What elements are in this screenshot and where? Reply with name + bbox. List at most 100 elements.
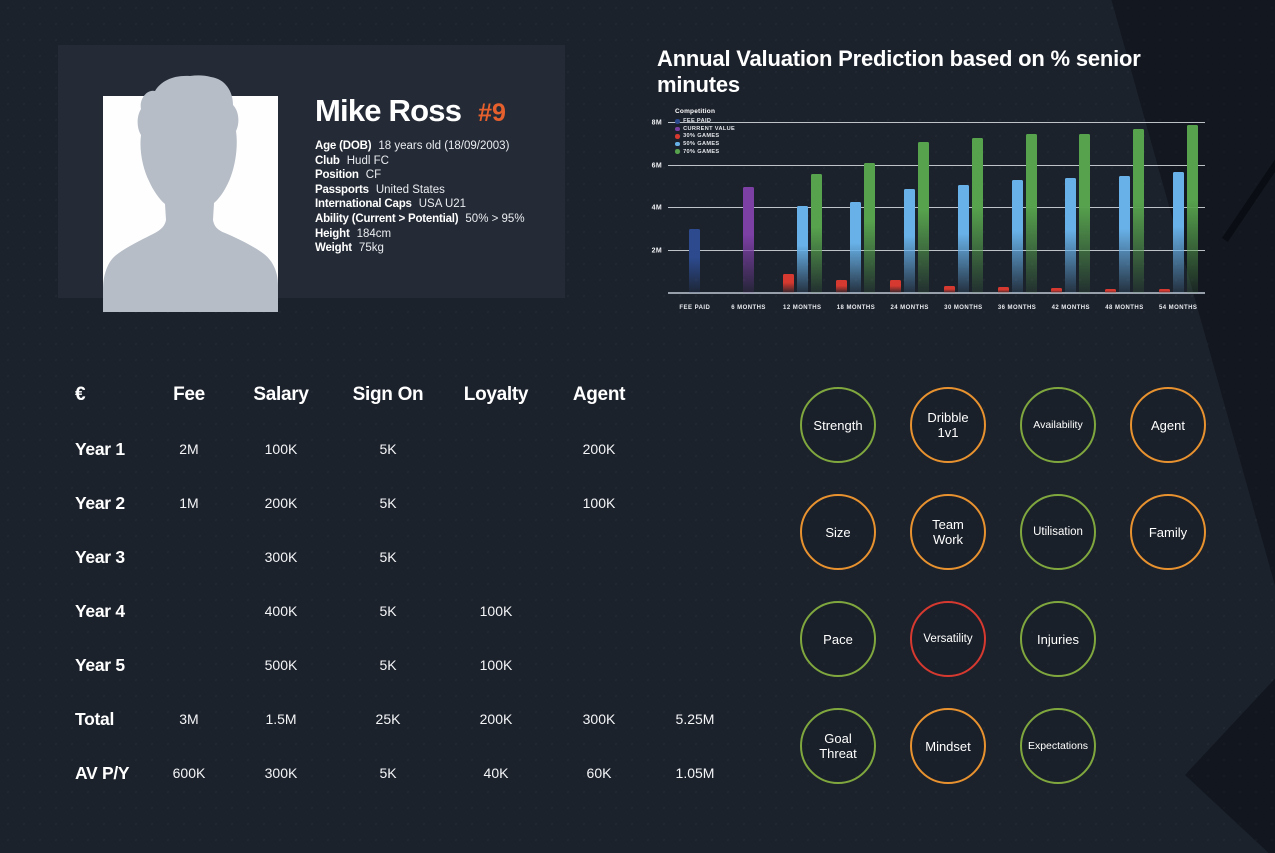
attribute-circle-injuries: Injuries (1020, 601, 1096, 677)
finance-cell: 200K (479, 711, 513, 727)
detail-value: 184cm (356, 227, 392, 240)
legend-item: 30% Games (675, 133, 735, 141)
attribute-circle-versatility: Versatility (910, 601, 986, 677)
attribute-circle-pace: Pace (800, 601, 876, 677)
bar-30-games (1104, 288, 1116, 293)
finance-cell: 500K (264, 657, 298, 673)
bar-group: 36 MONTHS (990, 123, 1044, 311)
bar-30-games (890, 280, 902, 293)
legend-item-label: Current Value (683, 125, 736, 132)
finance-cell: 5K (379, 657, 397, 673)
finance-cell: 200K (582, 441, 616, 457)
detail-label: International Caps (315, 198, 412, 211)
finance-header-cell: Salary (253, 384, 309, 405)
bar-70-games (1132, 129, 1144, 293)
attribute-circle-family: Family (1130, 494, 1206, 570)
detail-label: Ability (Current > Potential) (315, 212, 459, 225)
attribute-label: Versatility (923, 632, 973, 645)
bar-group: 12 MONTHS (775, 123, 829, 311)
x-axis-label: 18 MONTHS (836, 305, 876, 311)
legend-item-label: Fee Paid (683, 118, 712, 125)
gridline (668, 122, 1205, 123)
attribute-label: Size (825, 524, 851, 540)
chart-legend: Competition Fee Paid Current Value 30% Gam… (675, 108, 735, 155)
attribute-label: Injuries (1037, 631, 1079, 647)
bar-70-games (1079, 133, 1091, 293)
x-axis-label: 54 MONTHS (1158, 305, 1198, 311)
finance-cell: 5K (379, 549, 397, 565)
player-detail-row: International Caps USA U21 (315, 197, 560, 212)
chart-bar-groups: FEE PAID 6 MONTHS 12 MONTHS 18 MONTHS 24 MON… (668, 123, 1205, 311)
player-silhouette-icon (103, 75, 278, 312)
x-axis-label: 48 MONTHS (1105, 305, 1144, 311)
valuation-chart-plot: 2M 4M 6M 8M FEE PAID 6 MONTHS 12 MONTHS 18 MON… (652, 120, 1205, 311)
player-detail-row: Passports United States (315, 183, 560, 198)
bar-30-games (1051, 287, 1063, 293)
bar-50-games (1172, 171, 1184, 293)
finance-row-label: Year 5 (75, 654, 125, 675)
detail-label: Age (DOB) (315, 140, 372, 152)
finance-cell: 1.5M (265, 711, 297, 727)
attribute-circle-expectations: Expectations (1020, 708, 1096, 784)
finance-row-label: AV P/Y (75, 762, 130, 783)
finance-header-cell: Agent (572, 384, 626, 405)
x-axis-label: 30 MONTHS (944, 305, 983, 311)
finance-header-currency: € (75, 384, 86, 405)
finance-cell: 5K (379, 441, 397, 457)
bar-current-value (743, 186, 755, 293)
x-axis-label: FEE PAID (679, 305, 711, 311)
legend-color-dot (675, 141, 680, 147)
legend-item: Fee Paid (675, 118, 735, 126)
finance-cell: 1.05M (675, 765, 715, 781)
finance-cell: 100K (479, 603, 513, 619)
attribute-label: Mindset (925, 738, 971, 754)
finance-row-label: Total (75, 708, 115, 729)
attribute-label: Utilisation (1033, 525, 1083, 538)
attribute-circle-team-work: Team Work (910, 494, 986, 570)
finance-cell: 1M (179, 495, 199, 511)
x-axis-label: 6 MONTHS (731, 305, 766, 311)
bar-30-games (782, 273, 794, 293)
attribute-label: Team Work (932, 517, 964, 547)
legend-title: Competition (675, 108, 716, 115)
bar-30-games (1158, 288, 1170, 293)
finance-cell: 5K (379, 603, 397, 619)
bar-50-games (957, 184, 969, 293)
player-detail-row: Weight 75kg (315, 241, 560, 256)
attribute-label: Family (1148, 524, 1188, 540)
finance-cell: 3M (179, 711, 199, 727)
player-detail-row: Ability (Current > Potential) 50% > 95% (315, 212, 560, 227)
y-tick-label: 8M (651, 119, 662, 127)
detail-label: Club (315, 154, 340, 167)
bar-fee-paid (689, 229, 701, 293)
detail-value: Hudl FC (346, 154, 389, 167)
bar-70-games (810, 174, 822, 293)
detail-value: USA U21 (418, 198, 467, 211)
finance-cell: 5K (379, 495, 397, 511)
chart-legend-items: Fee Paid Current Value 30% Games 50% Games 7… (675, 118, 735, 156)
y-tick-label: 6M (651, 162, 662, 169)
detail-value: CF (365, 169, 382, 182)
bar-50-games (1011, 180, 1023, 293)
bar-30-games (943, 285, 955, 293)
x-axis-label: 36 MONTHS (997, 305, 1037, 311)
finance-cell: 200K (264, 495, 298, 511)
finance-row-label: Year 1 (75, 438, 125, 459)
legend-item-label: 50% Games (683, 141, 720, 148)
attributes-grid: Strength Dribble 1v1 Availability Agent Size… (800, 387, 1206, 784)
bar-70-games (918, 142, 930, 293)
attribute-circle-availability: Availability (1020, 387, 1096, 463)
finance-table: € Fee Salary Sign On Loyalty Agent Year 1 2M 100… (75, 368, 737, 800)
player-name: Mike Ross (315, 93, 462, 128)
detail-value: 18 years old (18/09/2003) (378, 140, 510, 152)
bar-group: 6 MONTHS (722, 123, 776, 311)
attribute-label: Dribble 1v1 (927, 410, 969, 440)
player-detail-row: Height 184cm (315, 227, 560, 242)
attribute-circle-utilisation: Utilisation (1020, 494, 1096, 570)
finance-header-cell: Fee (173, 384, 205, 405)
legend-item-label: 70% Games (683, 148, 720, 155)
legend-item-label: 30% Games (683, 133, 720, 140)
attribute-label: Pace (823, 631, 853, 647)
finance-cell: 100K (582, 495, 616, 511)
